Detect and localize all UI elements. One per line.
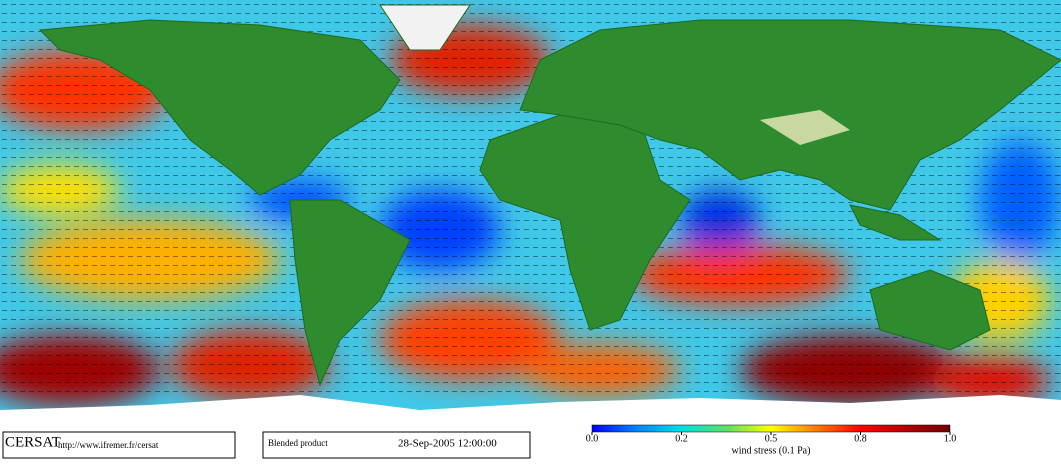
product-box xyxy=(262,431,531,459)
colorbar-tick-label: 0.0 xyxy=(586,433,599,444)
colorbar-tick-label: 0.8 xyxy=(854,433,867,444)
colorbar-tick-label: 0.5 xyxy=(765,433,778,444)
colorbar xyxy=(591,424,951,433)
antarctica xyxy=(0,395,1061,430)
colorbar-label: wind stress (0.1 Pa) xyxy=(732,445,811,456)
date: 28-Sep-2005 12:00:00 xyxy=(398,438,497,450)
colorbar-tick-label: 0.2 xyxy=(675,433,688,444)
credit-box xyxy=(2,431,236,459)
logo: CERSAT xyxy=(5,434,61,450)
product: Blended product xyxy=(268,438,328,448)
colorbar-tick-label: 1.0 xyxy=(944,433,957,444)
land xyxy=(38,4,1061,387)
url: http://www.ifremer.fr/cersat xyxy=(58,440,159,450)
